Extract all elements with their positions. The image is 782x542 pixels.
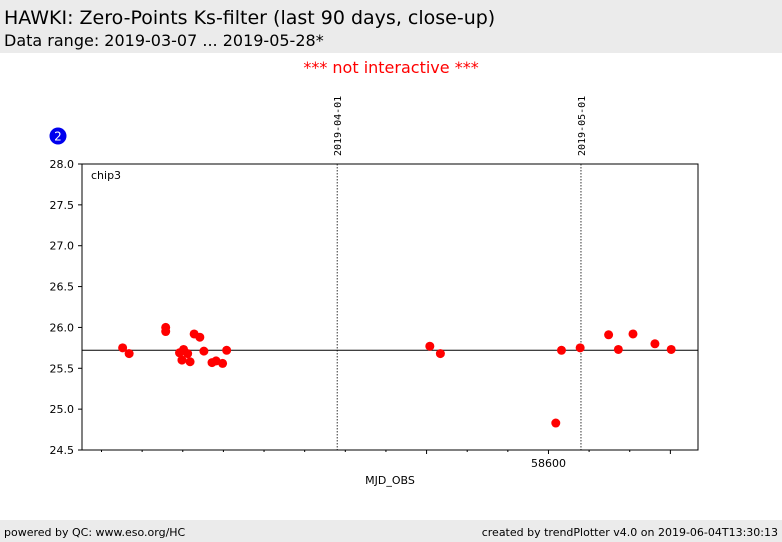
y-tick-label: 24.5 — [50, 444, 75, 457]
not-interactive-notice: *** not interactive *** — [303, 58, 479, 77]
data-points — [118, 322, 676, 428]
data-point — [161, 327, 171, 337]
y-tick-label: 26.0 — [50, 321, 75, 334]
y-tick-label: 27.5 — [50, 199, 75, 212]
data-point — [575, 343, 585, 353]
data-point — [666, 344, 676, 354]
y-tick-label: 25.5 — [50, 362, 75, 375]
x-tick-label: 58600 — [531, 457, 566, 470]
y-tick-label: 28.0 — [50, 158, 75, 171]
header-bar: HAWKI: Zero-Points Ks-filter (last 90 da… — [0, 0, 782, 53]
data-point — [118, 343, 128, 353]
data-point — [222, 345, 232, 355]
y-tick-label: 26.5 — [50, 281, 75, 294]
x-axis-label: MJD_OBS — [365, 474, 415, 487]
data-point — [185, 357, 195, 367]
data-point — [551, 418, 561, 428]
data-point — [435, 349, 445, 359]
data-point — [124, 349, 134, 359]
badge-circle — [49, 127, 67, 145]
plot-frame — [81, 163, 699, 451]
y-tick-label: 25.0 — [50, 403, 75, 416]
panel-label: chip3 — [91, 169, 121, 182]
data-point — [195, 332, 205, 342]
footer-bar: powered by QC: www.eso.org/HC created by… — [0, 520, 782, 542]
data-point — [556, 345, 566, 355]
date-marker-label: 2019-04-01 — [333, 96, 344, 156]
footer-powered-by: powered by QC: www.eso.org/HC — [4, 526, 186, 539]
page-title: HAWKI: Zero-Points Ks-filter (last 90 da… — [4, 7, 496, 29]
data-point — [177, 355, 187, 365]
data-point — [650, 339, 660, 349]
axes: 24.5 25.0 25.5 26.0 26.5 27.0 27.5 28.0 58600 — [50, 158, 699, 470]
y-tick-label: 27.0 — [50, 240, 75, 253]
data-range-subtitle: Data range: 2019-03-07 ... 2019-05-28* — [4, 31, 324, 50]
data-point — [218, 358, 228, 368]
data-point — [183, 349, 193, 359]
data-point — [425, 341, 435, 351]
data-point — [628, 329, 638, 339]
date-marker-label: 2019-05-01 — [577, 96, 588, 156]
badge: 2 — [49, 127, 67, 145]
footer-created-by: created by trendPlotter v4.0 on 2019-06-… — [481, 526, 778, 539]
data-point — [199, 346, 209, 356]
data-point — [613, 344, 623, 354]
data-point — [604, 330, 614, 340]
badge-number: 2 — [54, 130, 62, 144]
